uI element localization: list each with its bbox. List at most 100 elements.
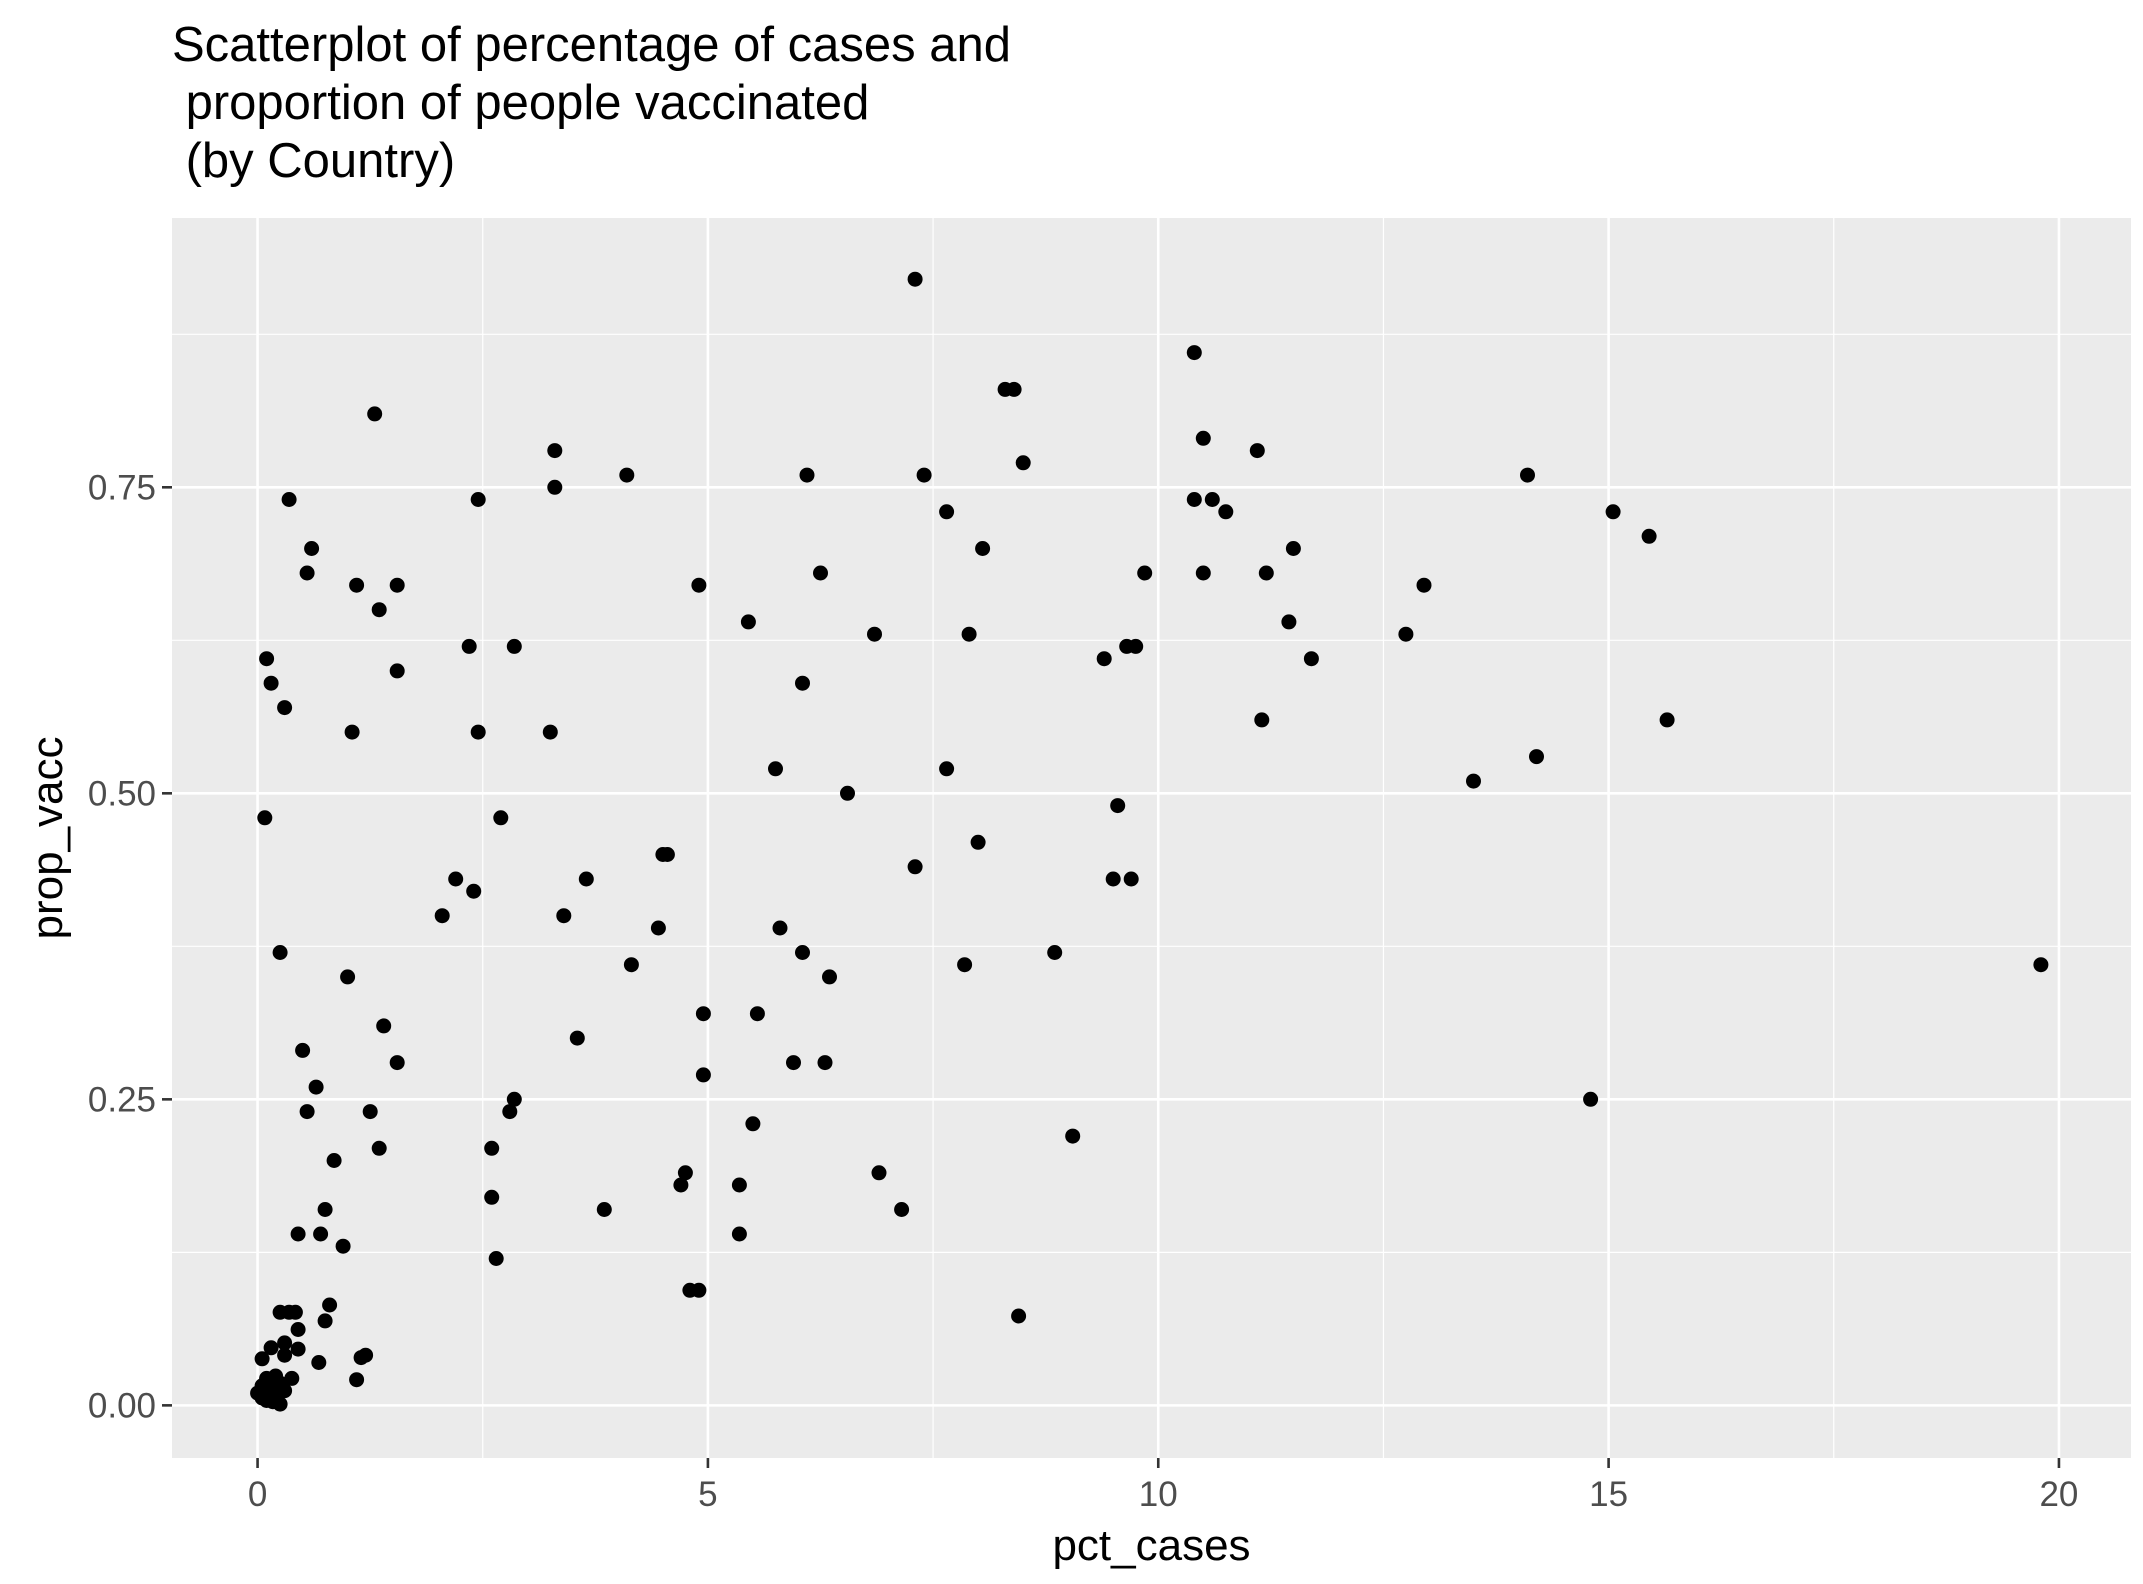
data-point — [1047, 945, 1063, 960]
data-point — [353, 1350, 369, 1366]
data-point — [939, 504, 955, 520]
data-point — [349, 577, 365, 593]
data-point — [308, 1079, 324, 1095]
y-tick-label: 0.00 — [88, 1386, 156, 1425]
data-point — [768, 761, 783, 777]
major-gridlines — [172, 218, 2131, 1458]
data-point — [1529, 749, 1544, 765]
data-point — [731, 1226, 747, 1242]
data-point — [371, 1140, 387, 1156]
data-point — [1123, 871, 1139, 887]
data-point — [1195, 430, 1211, 446]
x-tick-label: 5 — [698, 1475, 717, 1514]
data-point — [1137, 565, 1153, 581]
data-point — [650, 920, 666, 936]
data-point — [263, 675, 279, 691]
data-point — [311, 1355, 327, 1370]
data-point — [813, 565, 828, 581]
data-point — [287, 1304, 303, 1320]
chart-title-line-1: Scatterplot of percentage of cases and — [172, 18, 1011, 72]
x-tick-label: 15 — [1589, 1475, 1628, 1514]
data-point — [488, 1251, 504, 1266]
data-point — [1186, 492, 1202, 507]
data-point — [1285, 541, 1301, 556]
data-point — [290, 1226, 306, 1242]
data-point — [470, 492, 486, 507]
y-tick-label: 0.50 — [88, 774, 156, 813]
data-point — [907, 271, 923, 287]
chart-title-line-2: proportion of people vaccinated — [172, 76, 870, 130]
data-point — [344, 724, 360, 740]
data-point — [277, 1347, 293, 1363]
data-point — [795, 675, 810, 691]
data-point — [389, 577, 405, 593]
data-point — [281, 492, 297, 507]
data-point — [367, 406, 383, 422]
data-point — [623, 957, 639, 973]
data-point — [448, 871, 464, 887]
data-point — [1520, 467, 1535, 483]
data-point — [1281, 614, 1297, 630]
data-point — [259, 651, 275, 667]
data-point — [691, 1282, 707, 1298]
data-point — [1249, 443, 1265, 459]
data-point — [556, 908, 572, 924]
y-axis-label: prop_vacc — [23, 736, 72, 939]
data-point — [389, 663, 405, 679]
data-point — [389, 1055, 405, 1071]
data-point — [502, 1104, 518, 1120]
data-point — [569, 1030, 585, 1046]
data-point — [304, 541, 320, 556]
data-point — [1204, 492, 1220, 507]
data-point — [542, 724, 558, 740]
data-point — [277, 1335, 293, 1351]
data-point — [1398, 626, 1414, 642]
data-point — [290, 1341, 306, 1357]
data-point — [326, 1153, 342, 1168]
data-point — [547, 443, 563, 459]
data-point — [466, 883, 482, 899]
data-point — [263, 1340, 279, 1356]
data-point — [335, 1238, 351, 1254]
data-point — [257, 810, 273, 826]
data-point — [484, 1140, 500, 1156]
data-point — [299, 1104, 315, 1120]
data-point — [749, 1006, 765, 1022]
data-point — [939, 761, 955, 777]
data-point — [493, 810, 509, 826]
data-point — [740, 614, 756, 630]
data-point — [322, 1297, 338, 1313]
data-point — [1258, 565, 1274, 581]
data-points — [250, 271, 2049, 1412]
data-point — [795, 945, 810, 960]
data-point — [673, 1177, 689, 1193]
data-point — [376, 1018, 392, 1034]
data-point — [578, 871, 594, 887]
data-point — [1583, 1091, 1599, 1107]
data-point — [822, 969, 837, 985]
y-axis: 0.00 0.25 0.50 0.75 — [88, 468, 172, 1425]
data-point — [506, 1091, 522, 1107]
data-point — [1110, 798, 1126, 814]
data-point — [1186, 345, 1202, 361]
data-point — [299, 565, 315, 581]
data-point — [506, 638, 522, 654]
data-point — [1605, 504, 1621, 520]
data-point — [1065, 1128, 1081, 1144]
x-axis-label: pct_cases — [1052, 1521, 1250, 1570]
data-point — [1011, 1308, 1027, 1324]
data-point — [695, 1006, 711, 1022]
data-point — [547, 479, 563, 495]
x-axis: 0 5 10 15 20 — [248, 1458, 2078, 1514]
data-point — [434, 908, 450, 924]
data-point — [871, 1165, 887, 1181]
data-point — [1466, 773, 1481, 789]
chart-title-line-3: (by Country) — [172, 134, 456, 188]
data-point — [786, 1055, 801, 1071]
data-point — [817, 1055, 833, 1071]
data-point — [317, 1202, 333, 1217]
y-tick-label: 0.25 — [88, 1080, 156, 1119]
data-point — [1015, 455, 1031, 471]
data-point — [745, 1116, 761, 1132]
